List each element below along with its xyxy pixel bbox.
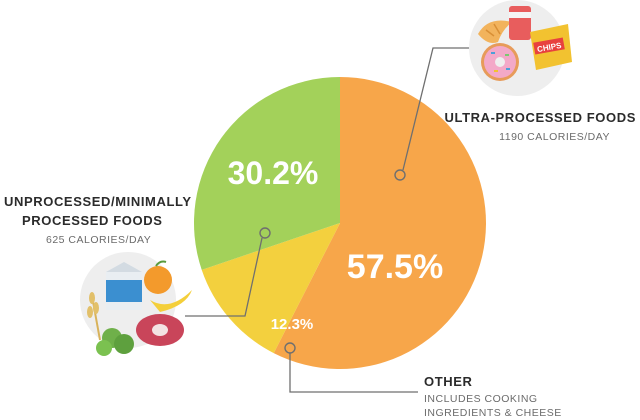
slice-ultra-processed <box>273 77 486 370</box>
label-other-title: OTHER <box>424 374 473 389</box>
value-label-other: 12.3% <box>271 316 314 333</box>
chips-label: CHIPS <box>536 41 562 54</box>
label-unprocessed-title-2: PROCESSED FOODS <box>22 213 162 228</box>
slice-other <box>201 223 340 354</box>
label-other-sub-2: INGREDIENTS & CHEESE <box>424 407 562 419</box>
label-unprocessed-sub: 625 CALORIES/DAY <box>46 234 151 246</box>
leader-line-other <box>284 342 418 393</box>
value-label-ultra: 57.5% <box>347 248 443 286</box>
label-ultra-sub: 1190 CALORIES/DAY <box>499 131 610 143</box>
leader-line-ultra <box>394 47 470 181</box>
pie-chart <box>193 77 486 370</box>
value-label-unprocessed: 30.2% <box>228 155 319 191</box>
junk-food-icon: CHIPS <box>469 0 572 96</box>
slice-unprocessed <box>193 77 340 270</box>
whole-foods-icon <box>80 252 192 356</box>
label-other-sub-1: INCLUDES COOKING <box>424 393 538 405</box>
label-unprocessed-title-1: UNPROCESSED/MINIMALLY <box>4 194 192 209</box>
leader-line-unprocessed <box>185 227 271 317</box>
label-ultra-title: ULTRA-PROCESSED FOODS <box>445 110 636 125</box>
